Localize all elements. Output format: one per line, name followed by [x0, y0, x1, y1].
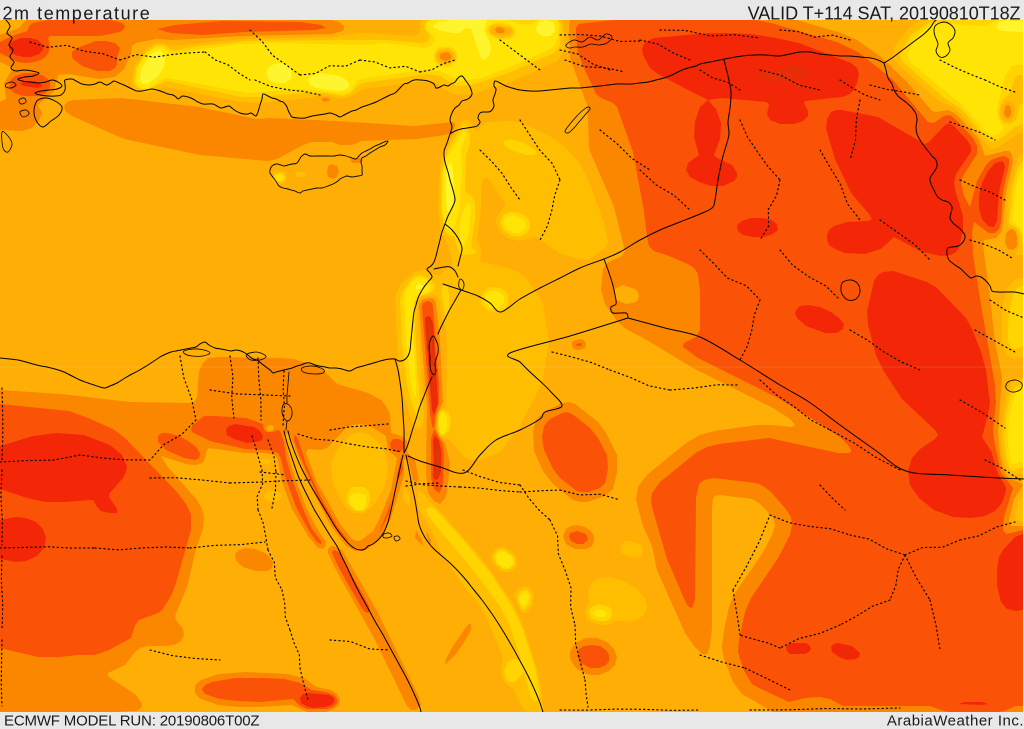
- svg-text:ArabiaWeather Inc.: ArabiaWeather Inc.: [887, 713, 1024, 729]
- svg-text:ECMWF MODEL RUN: 20190806T00Z: ECMWF MODEL RUN: 20190806T00Z: [4, 713, 259, 729]
- svg-text:VALID T+114 SAT, 20190810T18Z: VALID T+114 SAT, 20190810T18Z: [748, 3, 1021, 23]
- svg-text:2m temperature: 2m temperature: [3, 4, 152, 24]
